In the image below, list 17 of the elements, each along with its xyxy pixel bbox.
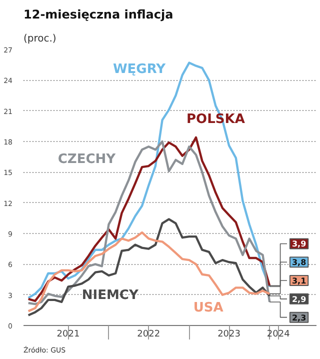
x-tick-label: 2023: [218, 330, 240, 340]
data-label: 2,9: [292, 294, 307, 304]
series-label: USA: [193, 300, 224, 316]
data-label: 2,3: [292, 313, 306, 322]
line-series: [27, 62, 271, 299]
line-series: [27, 231, 271, 312]
data-label: 3,9: [292, 240, 307, 249]
x-tick-label: 2021: [56, 330, 80, 340]
chart-title: 12-miesięczna inflacja: [24, 8, 174, 22]
x-tick-label: 2024: [266, 330, 290, 340]
x-tick-label: 2022: [137, 330, 160, 340]
chart-subtitle: (proc.): [24, 34, 56, 44]
data-label: 3,1: [292, 276, 307, 286]
series-label: WĘGRY: [112, 62, 166, 78]
series-label: NIEMCY: [82, 288, 139, 304]
series-label: CZECHY: [58, 152, 116, 168]
data-label: 3,8: [292, 258, 307, 268]
